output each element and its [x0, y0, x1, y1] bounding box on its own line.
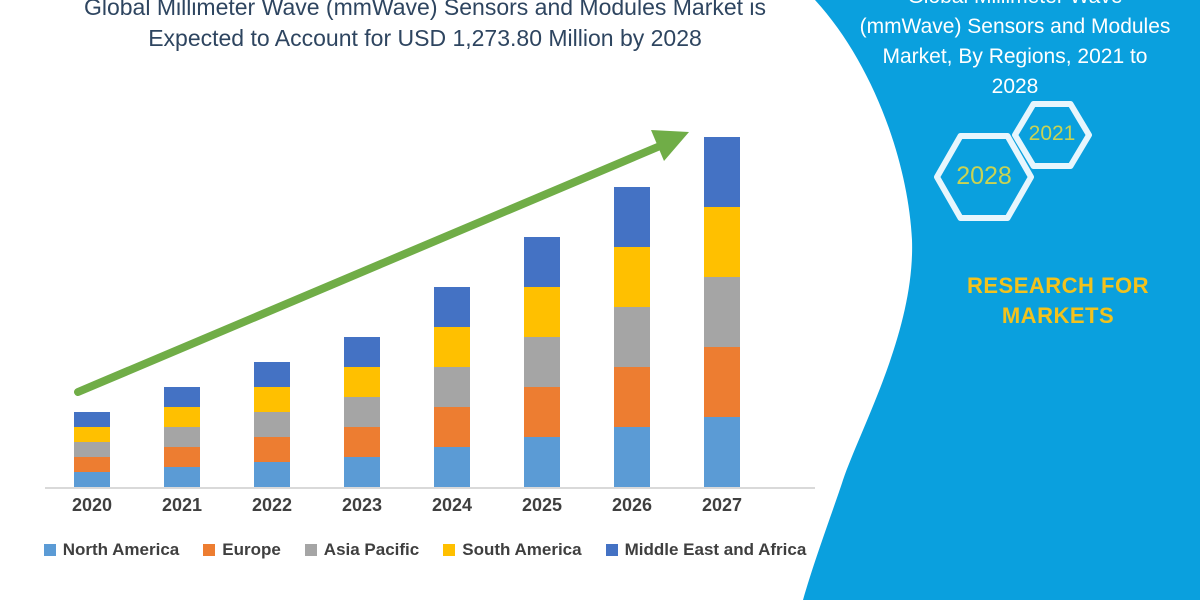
bar-segment-2021-north-america [164, 467, 200, 487]
bar-segment-2027-middle-east-and-africa [704, 137, 740, 207]
bar-2026 [614, 187, 650, 487]
brand-line-2: MARKETS [1001, 303, 1115, 328]
sidebar-title-line-3: Market, By Regions, 2021 to [882, 45, 1148, 68]
sidebar-title: Global Millimeter Wave (mmWave) Sensors … [843, 0, 1187, 102]
legend-swatch-north-america-icon [43, 544, 56, 556]
bar-2021 [164, 387, 200, 487]
bar-segment-2022-europe [254, 437, 290, 462]
legend-swatch-europe-icon [203, 544, 216, 556]
sidebar-title-line-2: (mmWave) Sensors and Modules [859, 15, 1171, 38]
x-axis-label-2026: 2026 [611, 495, 653, 515]
chart-title-line-2: Expected to Account for USD 1,273.80 Mil… [148, 25, 702, 51]
bar-segment-2025-europe [524, 387, 560, 437]
x-axis-label-2020: 2020 [71, 495, 113, 515]
hexagon-year-2028: 2028 [956, 162, 1012, 190]
sidebar-title-line-1: Global Millimeter Wave [843, 0, 1187, 12]
bar-segment-2023-europe [344, 427, 380, 457]
bar-segment-2023-asia-pacific [344, 397, 380, 427]
bar-segment-2026-europe [614, 367, 650, 427]
bar-segment-2025-middle-east-and-africa [524, 237, 560, 287]
bar-segment-2020-north-america [74, 472, 110, 487]
chart-title-line-1: Global Millimeter Wave (mmWave) Sensors … [83, 0, 767, 20]
bar-2022 [254, 362, 290, 487]
x-axis-label-2021: 2021 [161, 495, 203, 515]
bar-segment-2026-middle-east-and-africa [614, 187, 650, 247]
brand-research-for-markets: RESEARCH FOR MARKETS [948, 271, 1168, 331]
bar-segment-2026-north-america [614, 427, 650, 487]
bar-segment-2022-asia-pacific [254, 412, 290, 437]
legend-swatch-asia-pacific-icon [304, 544, 317, 556]
bar-segment-2020-asia-pacific [74, 442, 110, 457]
legend-swatch-south-america-icon [443, 544, 456, 556]
bar-segment-2023-middle-east-and-africa [344, 337, 380, 367]
bar-segment-2021-europe [164, 447, 200, 467]
bar-segment-2027-europe [704, 347, 740, 417]
legend-label-middle-east-and-africa: Middle East and Africa [624, 540, 807, 559]
legend-item-europe: Europe [203, 540, 281, 560]
x-axis-label-2023: 2023 [341, 495, 383, 515]
bar-segment-2025-north-america [524, 437, 560, 487]
legend-label-north-america: North America [62, 540, 180, 559]
legend-item-north-america: North America [43, 540, 180, 560]
bar-segment-2023-north-america [344, 457, 380, 487]
bar-2020 [74, 412, 110, 487]
bar-segment-2021-south-america [164, 407, 200, 427]
x-axis-line [45, 487, 815, 489]
bar-2027 [704, 137, 740, 487]
legend-item-south-america: South America [443, 540, 582, 560]
legend-label-south-america: South America [462, 540, 582, 559]
bar-segment-2024-middle-east-and-africa [434, 287, 470, 327]
x-axis-label-2024: 2024 [431, 495, 473, 515]
bar-segment-2027-north-america [704, 417, 740, 487]
bar-segment-2024-asia-pacific [434, 367, 470, 407]
bar-segment-2022-south-america [254, 387, 290, 412]
chart-legend: North America Europe Asia Pacific South Ame… [28, 540, 822, 560]
sidebar-title-line-4: 2028 [991, 75, 1039, 98]
bar-segment-2021-middle-east-and-africa [164, 387, 200, 407]
bar-segment-2025-asia-pacific [524, 337, 560, 387]
bar-2024 [434, 287, 470, 487]
hexagon-year-2021: 2021 [1028, 122, 1076, 145]
legend-swatch-middle-east-and-africa-icon [605, 544, 618, 556]
bar-segment-2020-south-america [74, 427, 110, 442]
bar-segment-2027-south-america [704, 207, 740, 277]
x-axis-label-2022: 2022 [251, 495, 293, 515]
bar-segment-2022-middle-east-and-africa [254, 362, 290, 387]
bar-2023 [344, 337, 380, 487]
legend-item-asia-pacific: Asia Pacific [304, 540, 420, 560]
bar-segment-2027-asia-pacific [704, 277, 740, 347]
bar-segment-2023-south-america [344, 367, 380, 397]
bar-segment-2025-south-america [524, 287, 560, 337]
bar-segment-2026-south-america [614, 247, 650, 307]
legend-label-asia-pacific: Asia Pacific [323, 540, 420, 559]
bar-segment-2024-north-america [434, 447, 470, 487]
bar-2025 [524, 237, 560, 487]
bar-segment-2026-asia-pacific [614, 307, 650, 367]
bar-segment-2020-middle-east-and-africa [74, 412, 110, 427]
brand-line-1: RESEARCH FOR [966, 273, 1149, 298]
bar-segment-2024-south-america [434, 327, 470, 367]
bar-segment-2020-europe [74, 457, 110, 472]
bar-segment-2024-europe [434, 407, 470, 447]
legend-label-europe: Europe [222, 540, 281, 559]
legend-item-middle-east-and-africa: Middle East and Africa [605, 540, 807, 560]
bar-segment-2021-asia-pacific [164, 427, 200, 447]
x-axis-label-2025: 2025 [521, 495, 563, 515]
bar-segment-2022-north-america [254, 462, 290, 487]
x-axis-label-2027: 2027 [701, 495, 743, 515]
chart-title: Global Millimeter Wave (mmWave) Sensors … [28, 0, 822, 54]
